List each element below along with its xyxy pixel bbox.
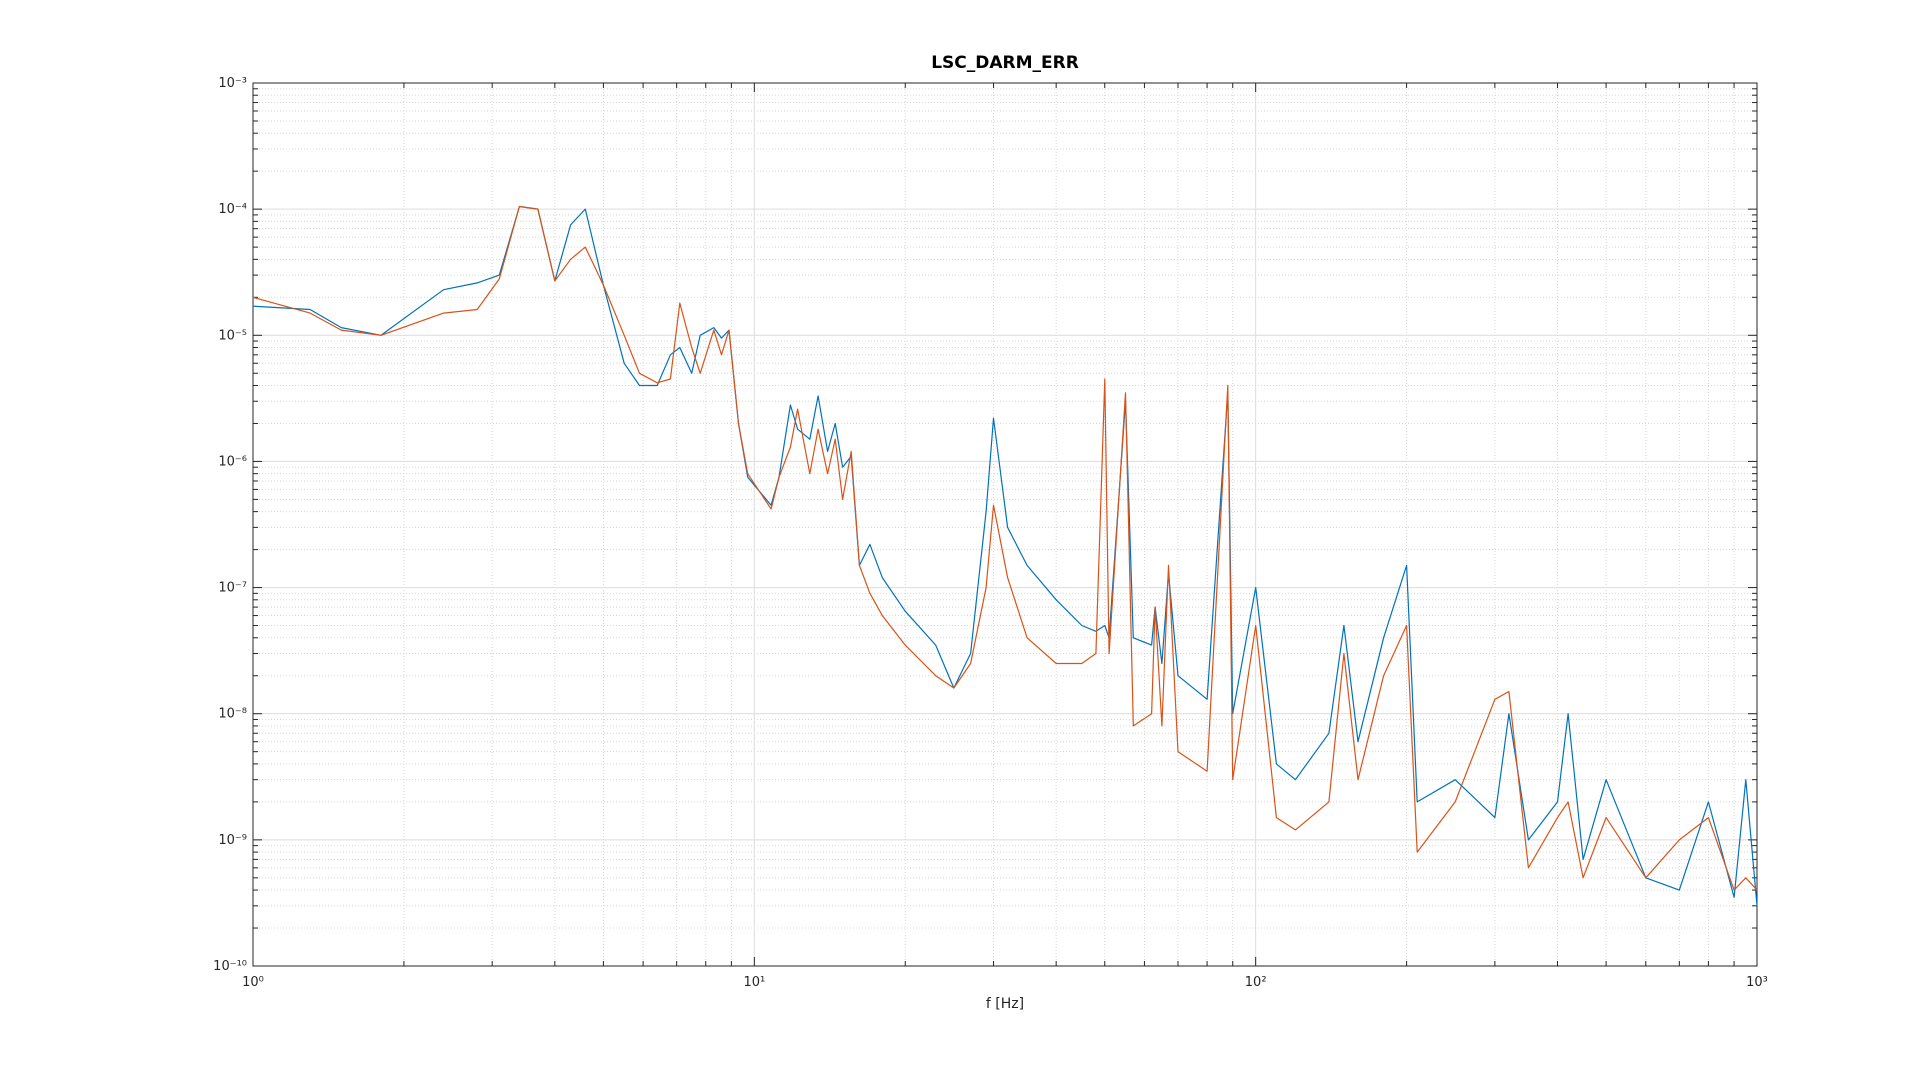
y-tick-label: 10⁻⁵ <box>218 328 247 343</box>
x-axis-label: f [Hz] <box>986 996 1024 1012</box>
y-tick-label: 10⁻¹⁰ <box>213 959 247 974</box>
series-line <box>252 205 1758 906</box>
y-tick-label: 10⁻³ <box>218 76 247 91</box>
x-tick-label: 10² <box>1245 975 1267 990</box>
y-tick-label: 10⁻⁷ <box>218 581 247 596</box>
y-tick-label: 10⁻⁴ <box>218 202 247 217</box>
chart-title: LSC_DARM_ERR <box>931 53 1079 73</box>
x-tick-label: 10³ <box>1746 975 1768 990</box>
axes-box <box>252 82 1758 967</box>
plot-area <box>253 83 1757 966</box>
y-tick-label: 10⁻⁸ <box>218 707 247 722</box>
y-tick-label: 10⁻⁶ <box>218 454 247 469</box>
x-tick-label: 10⁰ <box>242 975 264 990</box>
y-tick-label: 10⁻⁹ <box>218 833 247 848</box>
x-tick-label: 10¹ <box>743 975 765 990</box>
series-line <box>252 205 1758 891</box>
